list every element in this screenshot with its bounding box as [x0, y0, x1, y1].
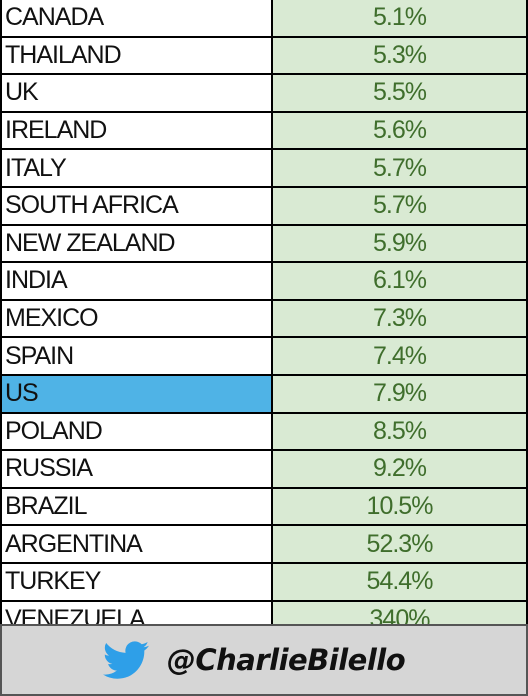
- value-cell: 8.5%: [271, 411, 528, 452]
- table-row: RUSSIA 9.2%: [0, 449, 528, 489]
- value-cell: 54.4%: [271, 561, 528, 602]
- country-cell: MEXICO: [0, 298, 273, 339]
- country-cell: ITALY: [0, 148, 273, 188]
- table-row: INDIA 6.1%: [0, 261, 528, 301]
- country-cell: CANADA: [0, 0, 273, 38]
- country-cell: SPAIN: [0, 336, 273, 376]
- country-cell: ARGENTINA: [0, 524, 273, 564]
- country-cell: US: [0, 373, 273, 414]
- country-cell: IRELAND: [0, 110, 273, 151]
- table-row: NEW ZEALAND 5.9%: [0, 223, 528, 264]
- footer-banner: @CharlieBilello: [0, 624, 528, 696]
- country-cell: INDIA: [0, 261, 273, 301]
- country-cell: BRAZIL: [0, 486, 273, 527]
- table-row: BRAZIL 10.5%: [0, 486, 528, 527]
- table-row: POLAND 8.5%: [0, 411, 528, 452]
- country-cell: UK: [0, 73, 273, 113]
- value-cell: 7.9%: [271, 373, 528, 414]
- table-row: SOUTH AFRICA 5.7%: [0, 185, 528, 226]
- value-cell: 7.3%: [271, 298, 528, 339]
- value-cell: 5.1%: [271, 0, 528, 38]
- value-cell: 5.9%: [271, 223, 528, 264]
- value-cell: 5.7%: [271, 148, 528, 188]
- table-row: ARGENTINA 52.3%: [0, 524, 528, 564]
- table-row: MEXICO 7.3%: [0, 298, 528, 339]
- country-cell: SOUTH AFRICA: [0, 185, 273, 226]
- value-cell: 9.2%: [271, 449, 528, 489]
- value-cell: 52.3%: [271, 524, 528, 564]
- value-cell: 7.4%: [271, 336, 528, 376]
- value-cell: 5.7%: [271, 185, 528, 226]
- value-cell: 5.5%: [271, 73, 528, 113]
- table-row: SPAIN 7.4%: [0, 336, 528, 376]
- inflation-table: CANADA 5.1% THAILAND 5.3% UK 5.5% IRELAND 5.6% I…: [0, 0, 528, 640]
- table-row: UK 5.5%: [0, 73, 528, 113]
- country-cell: TURKEY: [0, 561, 273, 602]
- table-row: IRELAND 5.6%: [0, 110, 528, 151]
- table-row: TURKEY 54.4%: [0, 561, 528, 602]
- twitter-bird-icon: [102, 641, 149, 679]
- table-row: CANADA 5.1%: [0, 0, 528, 38]
- table-row: THAILAND 5.3%: [0, 35, 528, 76]
- twitter-handle: @CharlieBilello: [166, 643, 406, 677]
- table-body: CANADA 5.1% THAILAND 5.3% UK 5.5% IRELAND 5.6% I…: [0, 0, 528, 640]
- country-cell: POLAND: [0, 411, 273, 452]
- table-row: ITALY 5.7%: [0, 148, 528, 188]
- data-table-container: CANADA 5.1% THAILAND 5.3% UK 5.5% IRELAND 5.6% I…: [0, 0, 528, 640]
- value-cell: 5.6%: [271, 110, 528, 151]
- value-cell: 6.1%: [271, 261, 528, 301]
- country-cell: NEW ZEALAND: [0, 223, 273, 264]
- country-cell: RUSSIA: [0, 449, 273, 489]
- value-cell: 5.3%: [271, 35, 528, 76]
- country-cell: THAILAND: [0, 35, 273, 76]
- table-row: US 7.9%: [0, 373, 528, 414]
- value-cell: 10.5%: [271, 486, 528, 527]
